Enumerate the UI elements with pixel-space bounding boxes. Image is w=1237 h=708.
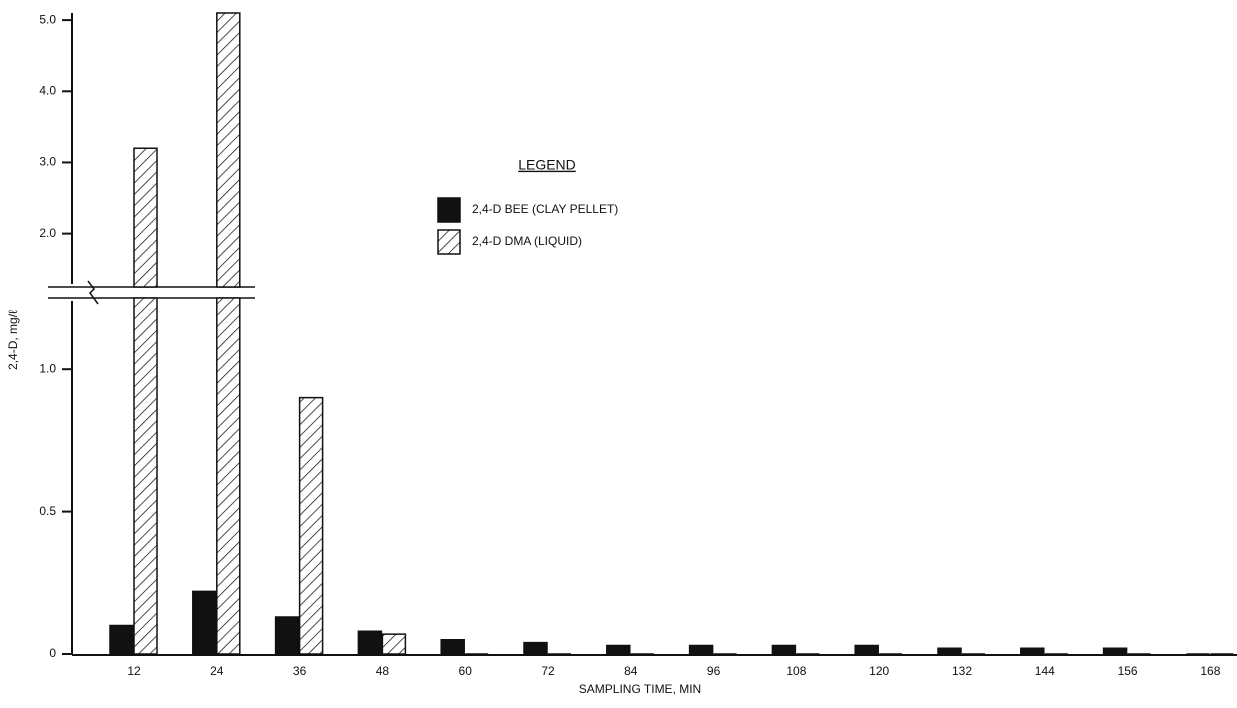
bar [357,630,383,655]
x-tick-label: 36 [293,664,307,678]
bar [440,639,465,655]
bar [606,644,631,655]
x-tick-label: 120 [869,664,889,678]
x-axis-label: SAMPLING TIME, MIN [579,682,701,696]
y-axis-label: 2,4-D, mg/ℓ [6,310,20,370]
legend-label: 2,4-D BEE (CLAY PELLET) [472,202,618,216]
bar [1020,647,1045,655]
x-tick-label: 132 [952,664,972,678]
bar [523,641,548,655]
y-tick-label: 1.0 [39,361,56,375]
y-tick-label: 5.0 [39,12,56,26]
y-tick-label: 0 [49,646,56,660]
x-tick-label: 96 [707,664,721,678]
y-tick-label: 3.0 [39,155,56,169]
bar [688,644,714,655]
bar [274,616,300,655]
x-tick-label: 72 [541,664,555,678]
bar [192,590,217,655]
x-tick-label: 144 [1035,664,1055,678]
bar [298,396,324,655]
x-tick-label: 108 [786,664,806,678]
bar [854,644,879,655]
bar [381,633,407,655]
x-tick-label: 84 [624,664,638,678]
x-tick-label: 156 [1118,664,1138,678]
y-tick-label: 4.0 [39,83,56,97]
bar [937,647,962,655]
bar [216,12,241,655]
bar [771,644,797,655]
x-tick-label: 12 [127,664,141,678]
legend-title: LEGEND [518,157,576,173]
x-tick-label: 24 [210,664,224,678]
y-tick-label: 0.5 [39,504,56,518]
bar [109,624,134,655]
legend-swatch [437,229,461,255]
x-tick-label: 48 [376,664,390,678]
x-tick-label: 60 [459,664,473,678]
legend-label: 2,4-D DMA (LIQUID) [472,234,582,248]
bar [133,147,158,655]
x-tick-label: 168 [1200,664,1220,678]
y-tick-label: 2.0 [39,226,56,240]
legend-swatch [437,197,461,223]
bar [1102,647,1128,655]
axis-break-mark [87,280,99,305]
